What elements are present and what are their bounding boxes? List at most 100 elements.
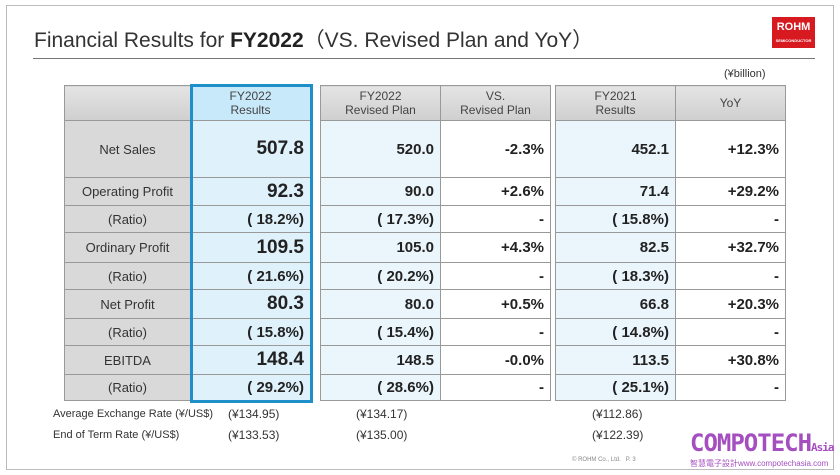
table-row: (Ratio)( 21.6%) [64, 262, 311, 290]
title-text-post: （VS. Revised Plan and YoY） [303, 29, 594, 52]
table-row: 66.8 +20.3% [555, 289, 786, 319]
cell-plan: 90.0 [320, 177, 441, 206]
cell-vs: -0.0% [440, 345, 551, 375]
cell-yoy: +20.3% [675, 289, 786, 319]
cell-plan: ( 20.2%) [320, 262, 441, 290]
header-fy2022-results: FY2022 Results [190, 85, 311, 121]
cell-vs: - [440, 205, 551, 233]
cell-fy22: 92.3 [190, 177, 311, 206]
table-row: ( 25.1%) - [555, 374, 786, 401]
table-row: 520.0 -2.3% [320, 120, 551, 178]
cell-fy21: 66.8 [555, 289, 676, 319]
cell-vs: - [440, 262, 551, 290]
unit-label: (¥billion) [724, 68, 766, 80]
copyright: © ROHM Co., Ltd. P. 3 [572, 456, 636, 464]
cell-label: EBITDA [64, 345, 191, 375]
compotech-watermark: COMPOTECHAsia [690, 429, 835, 457]
avg-rate-label: Average Exchange Rate (¥/US$) [53, 408, 213, 420]
cell-label: Ordinary Profit [64, 232, 191, 263]
table-row: ( 18.3%) - [555, 262, 786, 290]
cell-fy21: 71.4 [555, 177, 676, 206]
yoy-table: FY2021 Results YoY 452.1 +12.3% 71.4 +29.2%( … [555, 85, 786, 401]
cell-yoy: - [675, 205, 786, 233]
table-row: 113.5 +30.8% [555, 345, 786, 375]
cell-fy22: ( 18.2%) [190, 205, 311, 233]
table-row: Ordinary Profit 109.5 [64, 232, 311, 263]
cell-fy22: 109.5 [190, 232, 311, 263]
cell-plan: ( 17.3%) [320, 205, 441, 233]
cell-vs: +4.3% [440, 232, 551, 263]
table-row: (Ratio)( 15.8%) [64, 318, 311, 346]
table-row: 80.0 +0.5% [320, 289, 551, 319]
cell-fy21: ( 14.8%) [555, 318, 676, 346]
end-rate-fy22: (¥133.53) [228, 428, 280, 442]
cell-fy21: ( 18.3%) [555, 262, 676, 290]
cell-fy22: 80.3 [190, 289, 311, 319]
cell-label: Net Sales [64, 120, 191, 178]
cell-fy21: 452.1 [555, 120, 676, 178]
header-line: Revised Plan [460, 103, 531, 117]
header-fy2021-results: FY2021 Results [555, 85, 676, 121]
cell-label: (Ratio) [64, 262, 191, 290]
title-bold: FY2022 [230, 29, 304, 52]
header-line: Revised Plan [345, 103, 416, 117]
logo-subtext: SEMICONDUCTOR [775, 38, 812, 43]
table-row: (Ratio)( 18.2%) [64, 205, 311, 233]
cell-fy22: 507.8 [190, 120, 311, 178]
cell-yoy: +29.2% [675, 177, 786, 206]
cell-yoy: - [675, 318, 786, 346]
header-revised-plan: FY2022 Revised Plan [320, 85, 441, 121]
page-number: P. 3 [625, 457, 636, 463]
cell-fy21: ( 25.1%) [555, 374, 676, 401]
header-line: FY2021 [594, 89, 637, 103]
header-line: Results [595, 103, 636, 117]
cell-fy22: ( 15.8%) [190, 318, 311, 346]
cell-vs: - [440, 374, 551, 401]
cell-vs: +2.6% [440, 177, 551, 206]
cell-yoy: +30.8% [675, 345, 786, 375]
table-row: ( 20.2%) - [320, 262, 551, 290]
table-row: 452.1 +12.3% [555, 120, 786, 178]
header-line: VS. [485, 89, 506, 103]
avg-rate-fy21: (¥112.86) [592, 407, 643, 421]
cell-vs: -2.3% [440, 120, 551, 178]
cell-label: (Ratio) [64, 318, 191, 346]
end-rate-plan: (¥135.00) [356, 428, 408, 442]
table-row: 148.5 -0.0% [320, 345, 551, 375]
cell-yoy: - [675, 374, 786, 401]
header-line: FY2022 [359, 89, 402, 103]
table-row: 82.5 +32.7% [555, 232, 786, 263]
copyright-text: © ROHM Co., Ltd. [572, 457, 621, 463]
cell-label: (Ratio) [64, 374, 191, 401]
table-row: 105.0 +4.3% [320, 232, 551, 263]
cell-plan: 520.0 [320, 120, 441, 178]
cell-fy21: 82.5 [555, 232, 676, 263]
cell-fy22: 148.4 [190, 345, 311, 375]
table-row: ( 17.3%) - [320, 205, 551, 233]
cell-plan: 148.5 [320, 345, 441, 375]
compotech-watermark-sub: 智慧電子設計www.compotechasia.com [690, 459, 829, 468]
revised-plan-table: FY2022 Revised Plan VS. Revised Plan 520.0-… [320, 85, 551, 401]
fy2022-results-table: FY2022 Results Net Sales 507.8 Operating Pr… [64, 85, 311, 401]
table-row: ( 15.8%) - [555, 205, 786, 233]
table-row: Net Profit 80.3 [64, 289, 311, 319]
header-line: Results [230, 103, 271, 117]
table-row: EBITDA 148.4 [64, 345, 311, 375]
rohm-logo: ROHM SEMICONDUCTOR [772, 17, 815, 48]
cell-yoy: +12.3% [675, 120, 786, 178]
cell-plan: 105.0 [320, 232, 441, 263]
watermark-asia: Asia [811, 441, 834, 454]
cell-label: Net Profit [64, 289, 191, 319]
cell-fy22: ( 21.6%) [190, 262, 311, 290]
avg-rate-plan: (¥134.17) [356, 407, 408, 421]
watermark-main: COMPOTECH [690, 429, 812, 457]
cell-label: Operating Profit [64, 177, 191, 206]
table-row: Net Sales 507.8 [64, 120, 311, 178]
logo-text: ROHM [776, 21, 811, 33]
cell-yoy: +32.7% [675, 232, 786, 263]
title-divider [33, 58, 815, 59]
cell-yoy: - [675, 262, 786, 290]
page-title: Financial Results for FY2022（VS. Revised… [34, 24, 593, 54]
end-rate-fy21: (¥122.39) [592, 428, 644, 442]
